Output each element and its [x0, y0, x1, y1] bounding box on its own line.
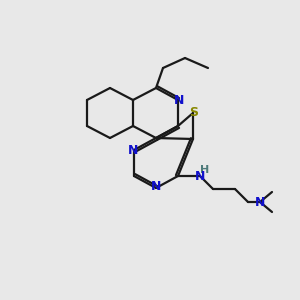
Text: N: N: [128, 143, 138, 157]
Text: N: N: [195, 169, 205, 182]
Text: N: N: [151, 181, 161, 194]
Text: N: N: [255, 196, 265, 208]
Text: H: H: [200, 165, 210, 175]
Text: N: N: [174, 94, 184, 106]
Text: S: S: [190, 106, 199, 119]
